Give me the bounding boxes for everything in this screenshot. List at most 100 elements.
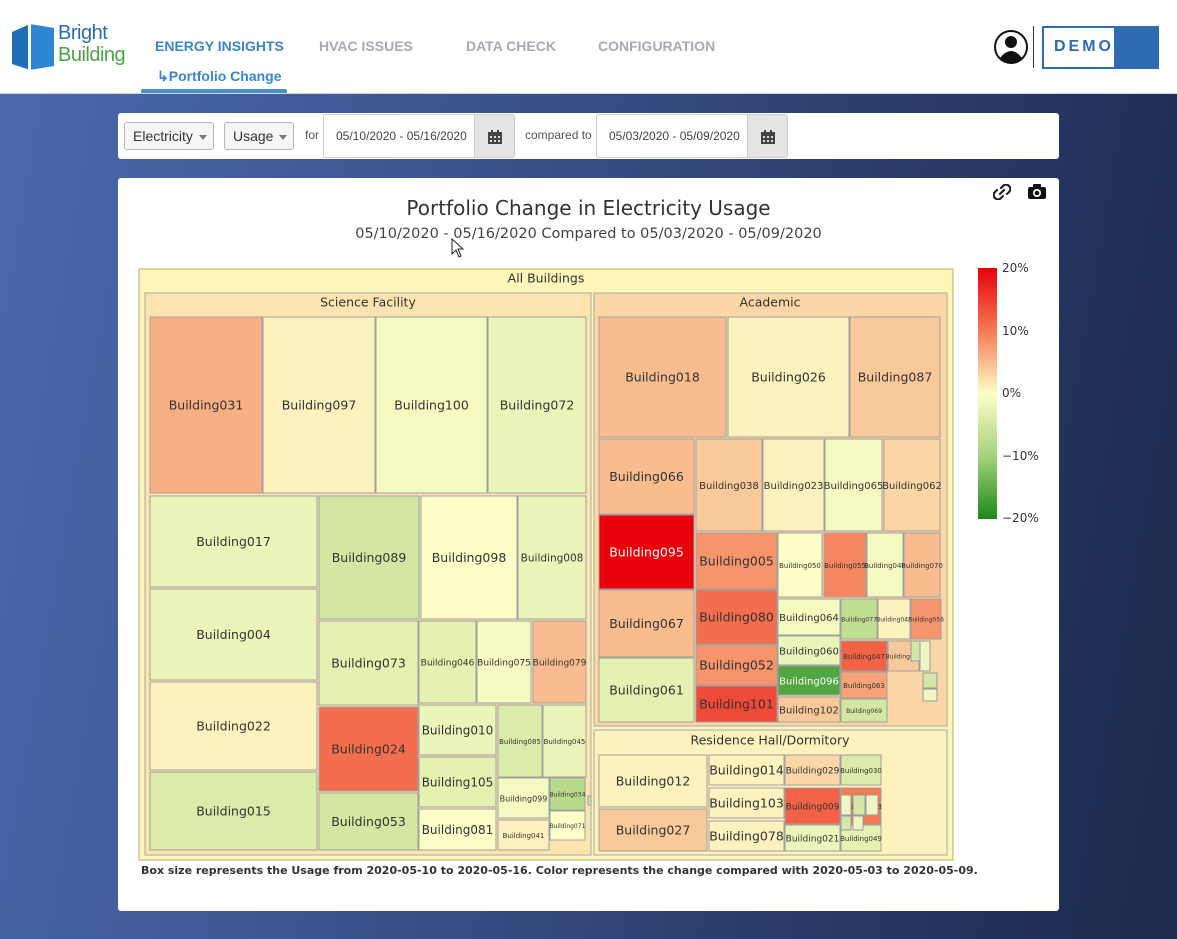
camera-icon[interactable] [1028, 184, 1046, 200]
treemap-tile-building048[interactable] [866, 532, 904, 598]
energy-type-select[interactable]: Electricity [124, 122, 214, 150]
treemap-tile-building079[interactable] [532, 620, 587, 704]
treemap-tile-building097[interactable] [262, 316, 376, 494]
treemap-tile-building066[interactable] [598, 438, 695, 515]
treemap-tile-building103[interactable] [708, 787, 785, 819]
treemap-tile-building087[interactable] [849, 316, 941, 438]
treemap-tile-building005[interactable] [695, 532, 778, 590]
treemap-tile-building069[interactable] [840, 698, 888, 723]
treemap-chart[interactable]: All Buildings Science Facility Academic Res… [118, 178, 1059, 911]
for-label: for [305, 128, 320, 142]
treemap-tile-building070[interactable] [903, 532, 941, 598]
treemap-tile-small[interactable] [922, 688, 938, 702]
treemap-tile-building064[interactable] [777, 598, 841, 636]
treemap-tile-small[interactable] [852, 794, 866, 816]
treemap-tile-building008[interactable] [517, 495, 587, 620]
treemap-tile-small[interactable] [919, 640, 931, 672]
treemap-tile-building101[interactable] [695, 685, 778, 723]
treemap-tile-building043[interactable] [877, 598, 911, 640]
treemap-tile-building022[interactable] [149, 681, 318, 771]
treemap-tile-building105[interactable] [418, 756, 497, 808]
treemap-tile-building030[interactable] [840, 754, 882, 786]
treemap-tile-small[interactable] [840, 794, 852, 816]
treemap-tile-building024[interactable] [318, 706, 419, 792]
treemap-tile-building053[interactable] [318, 792, 419, 851]
treemap-tile-building071[interactable] [549, 810, 586, 841]
treemap-tile-building041[interactable] [497, 819, 550, 851]
treemap-tile-building100[interactable] [375, 316, 488, 494]
treemap-tile-building015[interactable] [149, 771, 318, 851]
treemap-tile-building014[interactable] [708, 754, 785, 786]
nav-energy-insights[interactable]: ENERGY INSIGHTS [155, 38, 284, 54]
treemap-tile-building075[interactable] [476, 620, 532, 704]
treemap-tile-building017[interactable] [149, 495, 318, 588]
treemap-tile-building052[interactable] [695, 644, 778, 686]
treemap-tile-small[interactable] [865, 794, 879, 816]
treemap-tile-building047[interactable] [840, 640, 888, 672]
treemap-tile-building099[interactable] [497, 777, 550, 819]
treemap-tile-building031[interactable] [149, 316, 263, 494]
compare-range-input[interactable]: 05/03/2020 - 05/09/2020 [596, 114, 748, 158]
treemap-tile-label: Building077 [841, 617, 877, 624]
treemap-tile-building060[interactable] [777, 635, 841, 666]
metric-select[interactable]: Usage [224, 122, 294, 150]
chart-title: Portfolio Change in Electricity Usage [406, 196, 771, 220]
chevron-down-icon [279, 135, 287, 140]
treemap-tile-building029[interactable] [784, 754, 841, 786]
treemap-tile-building102[interactable] [777, 696, 841, 723]
treemap-tile-building055[interactable] [823, 532, 867, 598]
treemap-tile-building073[interactable] [318, 620, 419, 706]
treemap-tile-small[interactable] [587, 795, 592, 806]
treemap-tile-building098[interactable] [420, 495, 518, 620]
treemap-tile-label: Building023 [764, 481, 824, 492]
treemap-tile-building089[interactable] [318, 495, 420, 620]
treemap-tile-building078[interactable] [708, 820, 785, 852]
treemap-tile-building095[interactable] [598, 514, 695, 590]
treemap-tile-label: Building052 [699, 658, 774, 673]
treemap-tile-building023[interactable] [762, 438, 825, 532]
treemap-tile-building077[interactable] [840, 598, 878, 640]
bright-building-logo[interactable]: Bright Building [12, 22, 132, 74]
treemap-tile-small[interactable] [852, 815, 864, 831]
treemap-tile-small[interactable] [922, 672, 938, 689]
treemap-tile-building063[interactable] [840, 671, 888, 699]
treemap-tile-building085[interactable] [497, 704, 543, 778]
treemap-tile-building080[interactable] [695, 589, 778, 645]
user-avatar-icon[interactable] [994, 30, 1028, 64]
treemap-tile-building004[interactable] [149, 588, 318, 681]
treemap-tile-building056[interactable] [910, 598, 942, 640]
treemap-tile-building072[interactable] [487, 316, 587, 494]
treemap-tile-label: Building096 [779, 677, 839, 688]
treemap-tile-building067[interactable] [598, 589, 695, 658]
treemap-tile-building026[interactable] [727, 316, 850, 438]
treemap-tile-building096[interactable] [777, 665, 841, 696]
treemap-tile-label: Building101 [699, 697, 774, 712]
compare-range-calendar-button[interactable] [748, 114, 788, 158]
treemap-tile-building018[interactable] [598, 316, 727, 438]
date-range-calendar-button[interactable] [475, 114, 515, 158]
treemap-tile-label: Building030 [840, 767, 882, 775]
date-range-input[interactable]: 05/10/2020 - 05/16/2020 [323, 114, 475, 158]
active-tab-underline [141, 89, 287, 93]
treemap-tile-building045[interactable] [542, 704, 587, 778]
chart-subtitle: 05/10/2020 - 05/16/2020 Compared to 05/0… [355, 226, 822, 242]
treemap-tile-building034[interactable] [549, 777, 586, 811]
treemap-tile-small[interactable] [840, 815, 852, 831]
treemap-tile-building027[interactable] [598, 808, 708, 852]
subnav-portfolio-change[interactable]: ↳Portfolio Change [157, 68, 282, 84]
treemap-tile-building081[interactable] [418, 808, 497, 851]
treemap-tile-building010[interactable] [418, 704, 497, 756]
nav-hvac-issues[interactable]: HVAC ISSUES [319, 38, 413, 54]
nav-data-check[interactable]: DATA CHECK [466, 38, 556, 54]
treemap-tile-building012[interactable] [598, 754, 708, 808]
treemap-tile-building046[interactable] [418, 620, 477, 704]
treemap-tile-building021[interactable] [784, 824, 841, 852]
link-icon[interactable] [993, 184, 1011, 200]
treemap-tile-building009[interactable] [784, 787, 841, 825]
treemap-tile-building061[interactable] [598, 657, 695, 723]
treemap-tile-building062[interactable] [883, 438, 941, 532]
treemap-tile-building050[interactable] [777, 532, 823, 598]
treemap-tile-building065[interactable] [824, 438, 883, 532]
treemap-tile-building038[interactable] [695, 438, 763, 532]
nav-configuration[interactable]: CONFIGURATION [598, 38, 716, 54]
